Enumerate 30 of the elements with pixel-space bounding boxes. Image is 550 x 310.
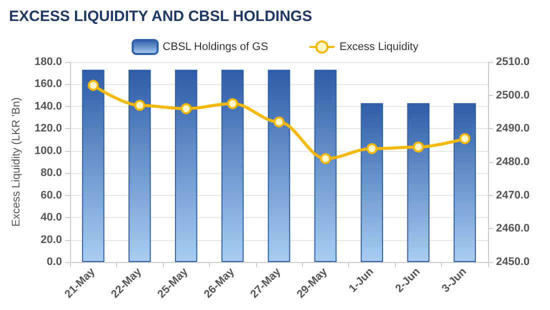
chart-title: EXCESS LIQUIDITY AND CBSL HOLDINGS <box>9 8 312 25</box>
y-tick-label: 180.0 <box>34 56 62 68</box>
y2-tick-label: 2460.0 <box>496 222 530 235</box>
legend-label: CBSL Holdings of GS <box>162 41 268 53</box>
y-axis-title: Excess Liquidity (LKR 'Bn) <box>10 97 22 227</box>
y-tick-label: 40.0 <box>40 212 62 224</box>
y2-tick-label: 2490.0 <box>496 122 530 135</box>
y-tick-label: 80.0 <box>40 167 62 180</box>
point <box>88 80 99 91</box>
y2-tick-label: 2450.0 <box>496 256 530 268</box>
y-tick-label: 140.0 <box>34 100 62 112</box>
legend-label: Excess Liquidity <box>339 41 419 53</box>
y2-tick-label: 2510.0 <box>496 56 530 68</box>
y-tick-label: 100.0 <box>34 144 62 157</box>
point <box>412 142 424 152</box>
y-tick-label: 20.0 <box>40 234 62 246</box>
y2-tick-label: 2500.0 <box>496 89 530 102</box>
point <box>180 103 192 114</box>
point <box>459 133 470 144</box>
y2-tick-label: 2470.0 <box>496 189 530 202</box>
y-tick-label: 0.0 <box>46 256 62 268</box>
y-tick-label: 60.0 <box>40 189 62 202</box>
y2-tick-label: 2480.0 <box>496 156 530 168</box>
point <box>320 153 331 164</box>
y-tick-label: 120.0 <box>34 122 62 135</box>
point <box>366 143 378 154</box>
y-tick-label: 160.0 <box>34 78 62 90</box>
point <box>227 98 238 110</box>
point <box>274 116 284 128</box>
point <box>134 100 146 111</box>
